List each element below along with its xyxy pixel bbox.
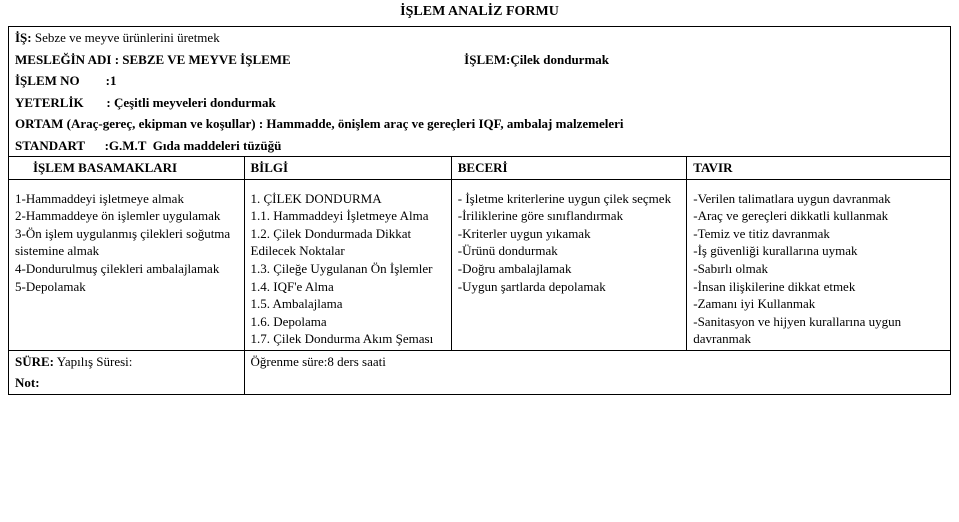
meslek-text: SEBZE VE MEYVE İŞLEME	[119, 52, 291, 67]
yeterlik-value: : Çeşitli meyveleri dondurmak	[106, 95, 275, 110]
not-label: Not:	[15, 375, 40, 390]
header-bilgi: BİLGİ	[244, 157, 451, 180]
islemno-value: :1	[106, 73, 117, 88]
sure-value: Yapılış Süresi:	[54, 354, 132, 369]
header-tavir: TAVIR	[687, 157, 951, 180]
form-title: İŞLEM ANALİZ FORMU	[8, 4, 951, 20]
main-table: İŞ: Sebze ve meyve ürünlerini üretmek ME…	[8, 26, 951, 395]
sure-label: SÜRE:	[15, 354, 54, 369]
standart-value: :G.M.T Gıda maddeleri tüzüğü	[105, 138, 282, 153]
cell-steps: 1-Hammaddeyi işletmeye almak 2-Hammaddey…	[9, 179, 245, 350]
header-steps: İŞLEM BASAMAKLARI	[9, 157, 245, 180]
cell-tavir: -Verilen talimatlara uygun davranmak -Ar…	[687, 179, 951, 350]
cell-beceri: - İşletme kriterlerine uygun çilek seçme…	[451, 179, 687, 350]
meta-line-standart: STANDART :G.M.T Gıda maddeleri tüzüğü	[9, 135, 951, 157]
islem-label: İŞLEM:	[464, 52, 510, 67]
is-label: İŞ:	[15, 30, 32, 45]
is-text: Sebze ve meyve ürünlerini üretmek	[32, 30, 220, 45]
yeterlik-label: YETERLİK	[15, 95, 84, 110]
meta-line-yeterlik: YETERLİK : Çeşitli meyveleri dondurmak	[9, 92, 951, 114]
footer-ogrenme: Öğrenme süre:8 ders saati	[244, 350, 951, 372]
footer-not: Not:	[9, 372, 245, 394]
footer-sure: SÜRE: Yapılış Süresi:	[9, 350, 245, 372]
meta-line-meslek: MESLEĞİN ADI : SEBZE VE MEYVE İŞLEME İŞL…	[9, 49, 951, 71]
meta-line-islemno: İŞLEM NO :1	[9, 70, 951, 92]
meta-line-ortam: ORTAM (Araç-gereç, ekipman ve koşullar) …	[9, 113, 951, 135]
ortam-text: ORTAM (Araç-gereç, ekipman ve koşullar) …	[15, 116, 623, 131]
islem-text: Çilek dondurmak	[510, 52, 609, 67]
meslek-label: MESLEĞİN ADI :	[15, 52, 119, 67]
cell-bilgi: 1. ÇİLEK DONDURMA 1.1. Hammaddeyi İşletm…	[244, 179, 451, 350]
standart-label: STANDART	[15, 138, 85, 153]
footer-not-empty	[244, 372, 951, 394]
meta-line-is: İŞ: Sebze ve meyve ürünlerini üretmek	[9, 27, 951, 49]
islemno-label: İŞLEM NO	[15, 73, 80, 88]
header-beceri: BECERİ	[451, 157, 687, 180]
